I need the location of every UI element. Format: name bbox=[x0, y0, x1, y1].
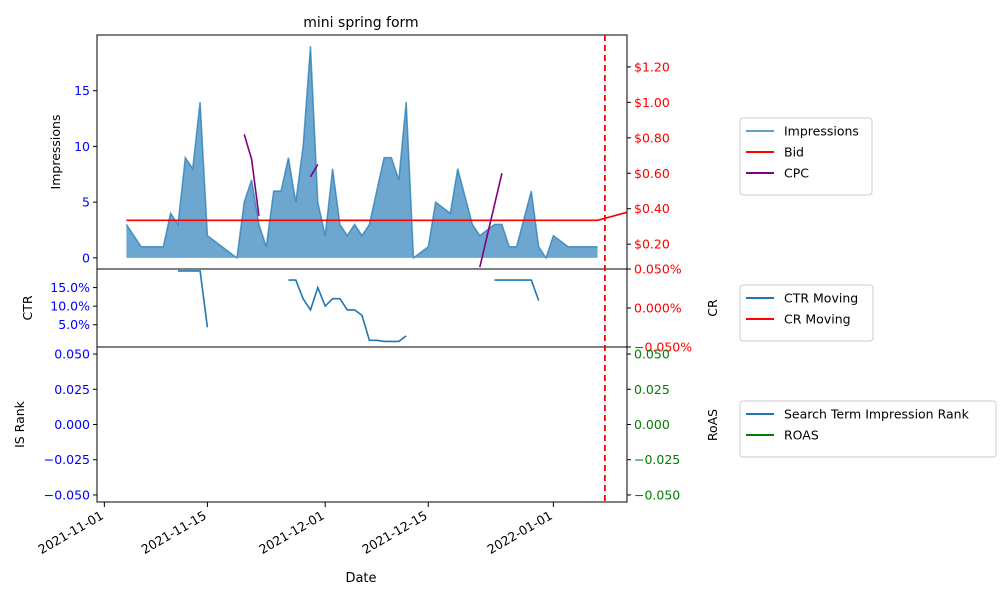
y2-tick-label: $0.60 bbox=[634, 166, 670, 181]
series-cpc-segment bbox=[309, 163, 319, 178]
x-axis: 2021-11-01 2021-11-15 2021-12-01 2021-12-15… bbox=[35, 502, 555, 557]
plot-layer: 0 5 10 15 $0.20 $0.40 $0.60 $0.80 $1.00 $1.20 Impr… bbox=[12, 34, 720, 557]
legend-layer: Impressions Bid CPC CTR Moving CR Moving Sear… bbox=[739, 117, 997, 458]
x-tick-label: 2021-11-01 bbox=[35, 508, 105, 557]
y-axis-label: Impressions bbox=[48, 115, 63, 190]
legend-top: Impressions Bid CPC bbox=[739, 117, 873, 196]
legend-label: ROAS bbox=[784, 428, 819, 443]
y2-tick-label: 0.025 bbox=[634, 382, 670, 397]
legend-middle: CTR Moving CR Moving bbox=[739, 284, 874, 342]
y-tick-label: 10.0% bbox=[50, 299, 90, 314]
y2-tick-label: 0.000 bbox=[634, 417, 670, 432]
series-impressions-area bbox=[126, 46, 598, 258]
y2-tick-label: −0.050% bbox=[634, 340, 692, 355]
legend-label: Impressions bbox=[784, 124, 859, 139]
x-tick-label: 2021-12-01 bbox=[256, 508, 326, 557]
series-ctr-moving-segment bbox=[288, 279, 407, 343]
y2-tick-label: −0.025 bbox=[634, 452, 680, 467]
y-axis-label: IS Rank bbox=[12, 400, 27, 448]
panel-frame bbox=[96, 346, 628, 503]
series-cpc-segment bbox=[479, 173, 503, 268]
legend-box bbox=[739, 400, 997, 458]
series-impressions-line bbox=[125, 46, 598, 260]
y2-tick-label: $0.80 bbox=[634, 130, 670, 145]
y-tick-label: 15.0% bbox=[50, 280, 90, 295]
legend-label: Bid bbox=[784, 145, 804, 160]
y-tick-label: 15 bbox=[74, 83, 90, 98]
y2-tick-label: $0.40 bbox=[634, 201, 670, 216]
x-tick-label: 2021-12-15 bbox=[359, 508, 429, 557]
legend-bottom: Search Term Impression Rank ROAS bbox=[739, 400, 997, 458]
y2-axis-label: RoAS bbox=[705, 409, 720, 441]
panel-top: 0 5 10 15 $0.20 $0.40 $0.60 $0.80 $1.00 $1.20 Impr… bbox=[48, 34, 670, 270]
series-ctr-moving-segment bbox=[494, 279, 540, 301]
y-tick-label: 0.000 bbox=[54, 417, 90, 432]
y2-tick-label: −0.050 bbox=[634, 487, 680, 502]
y2-tick-label: 0.050% bbox=[634, 262, 682, 277]
legend-box bbox=[739, 117, 873, 196]
y-tick-label: 0 bbox=[82, 250, 90, 265]
y2-tick-label: $1.00 bbox=[634, 95, 670, 110]
y-tick-label: 0.025 bbox=[54, 382, 90, 397]
y-tick-label: −0.025 bbox=[44, 452, 90, 467]
panel-frame bbox=[96, 268, 628, 348]
legend-label: CPC bbox=[784, 166, 809, 181]
y2-axis-label: CR bbox=[705, 299, 720, 317]
legend-label: CTR Moving bbox=[784, 291, 858, 306]
y2-tick-label: $1.20 bbox=[634, 59, 670, 74]
chart-title: mini spring form bbox=[303, 15, 418, 31]
series-cpc-segment bbox=[243, 134, 260, 216]
series-ctr-moving-segment bbox=[178, 270, 209, 328]
y2-tick-label: $0.20 bbox=[634, 237, 670, 252]
y-axis-label: CTR bbox=[20, 295, 35, 320]
y-tick-label: −0.050 bbox=[44, 487, 90, 502]
y-tick-label: 10 bbox=[74, 139, 90, 154]
x-tick-label: 2021-11-15 bbox=[138, 508, 208, 557]
y2-tick-label: 0.000% bbox=[634, 301, 682, 316]
legend-label: CR Moving bbox=[784, 312, 851, 327]
y-tick-label: 5.0% bbox=[58, 317, 90, 332]
x-axis-label: Date bbox=[345, 571, 376, 586]
legend-label: Search Term Impression Rank bbox=[784, 407, 970, 422]
series-bid-segment bbox=[126, 211, 628, 222]
panel-bottom: −0.050 −0.025 0.000 0.025 0.050 −0.050 −0.025 0… bbox=[12, 346, 720, 503]
y-tick-label: 0.050 bbox=[54, 347, 90, 362]
y-tick-label: 5 bbox=[82, 195, 90, 210]
panel-middle: 5.0% 10.0% 15.0% −0.050% 0.000% 0.050% CTR CR bbox=[20, 262, 720, 355]
y2-tick-label: 0.050 bbox=[634, 347, 670, 362]
x-tick-label: 2022-01-01 bbox=[484, 508, 554, 557]
